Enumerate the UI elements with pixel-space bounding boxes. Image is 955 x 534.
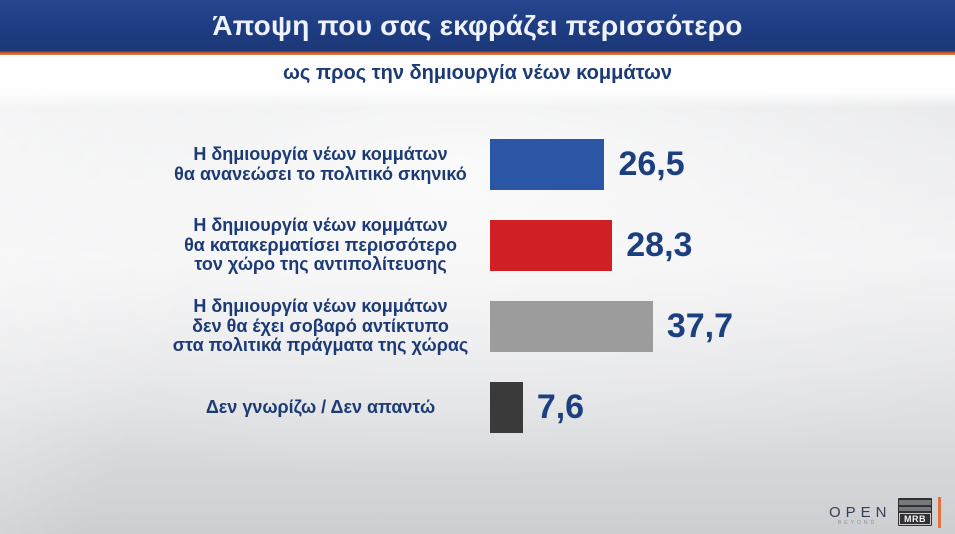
chart-row: Η δημιουργία νέων κομμάτων θα ανανεώσει τ…: [0, 124, 955, 205]
orange-divider-line: [938, 497, 941, 528]
bar: [490, 382, 523, 433]
chart-subtitle: ως προς την δημιουργία νέων κομμάτων: [282, 62, 672, 84]
bar: [490, 301, 653, 352]
open-logo-beyond-text: BEYOND: [837, 520, 878, 526]
mrb-logo-stripe: [899, 500, 931, 505]
orange-accent-line: [0, 51, 955, 55]
value-label: 37,7: [666, 307, 734, 345]
bar: [490, 139, 605, 190]
value-label: 26,5: [618, 145, 685, 183]
chart-row: Η δημιουργία νέων κομμάτων δεν θα έχει σο…: [0, 286, 955, 367]
bar-label: Δεν γνωρίζω / Δεν απαντώ: [205, 396, 436, 417]
open-tv-logo: OPEN BEYOND: [824, 505, 888, 527]
bar: [490, 220, 613, 271]
subtitle-band: ως προς την δημιουργία νέων κομμάτων: [0, 55, 955, 107]
bar-label: Η δημιουργία νέων κομμάτων θα ανανεώσει τ…: [174, 144, 467, 184]
mrb-logo-text: MRB: [899, 513, 931, 525]
bar-label: Η δημιουργία νέων κομμάτων θα κατακερματί…: [184, 215, 457, 275]
value-label: 7,6: [536, 388, 585, 426]
mrb-logo: MRB: [898, 498, 932, 526]
footer: OPEN BEYOND MRB: [0, 494, 955, 534]
header-banner: Άποψη που σας εκφράζει περισσότερο: [0, 0, 955, 51]
chart-row: Δεν γνωρίζω / Δεν απαντώ 7,6: [0, 367, 955, 448]
open-logo-text: OPEN: [829, 504, 892, 521]
chart-row: Η δημιουργία νέων κομμάτων θα κατακερματί…: [0, 205, 955, 286]
bar-chart: Η δημιουργία νέων κομμάτων θα ανανεώσει τ…: [0, 124, 955, 448]
bar-label: Η δημιουργία νέων κομμάτων δεν θα έχει σο…: [172, 296, 469, 356]
mrb-logo-stripe: [899, 506, 931, 511]
value-label: 28,3: [626, 226, 693, 264]
page-title: Άποψη που σας εκφράζει περισσότερο: [212, 9, 743, 41]
